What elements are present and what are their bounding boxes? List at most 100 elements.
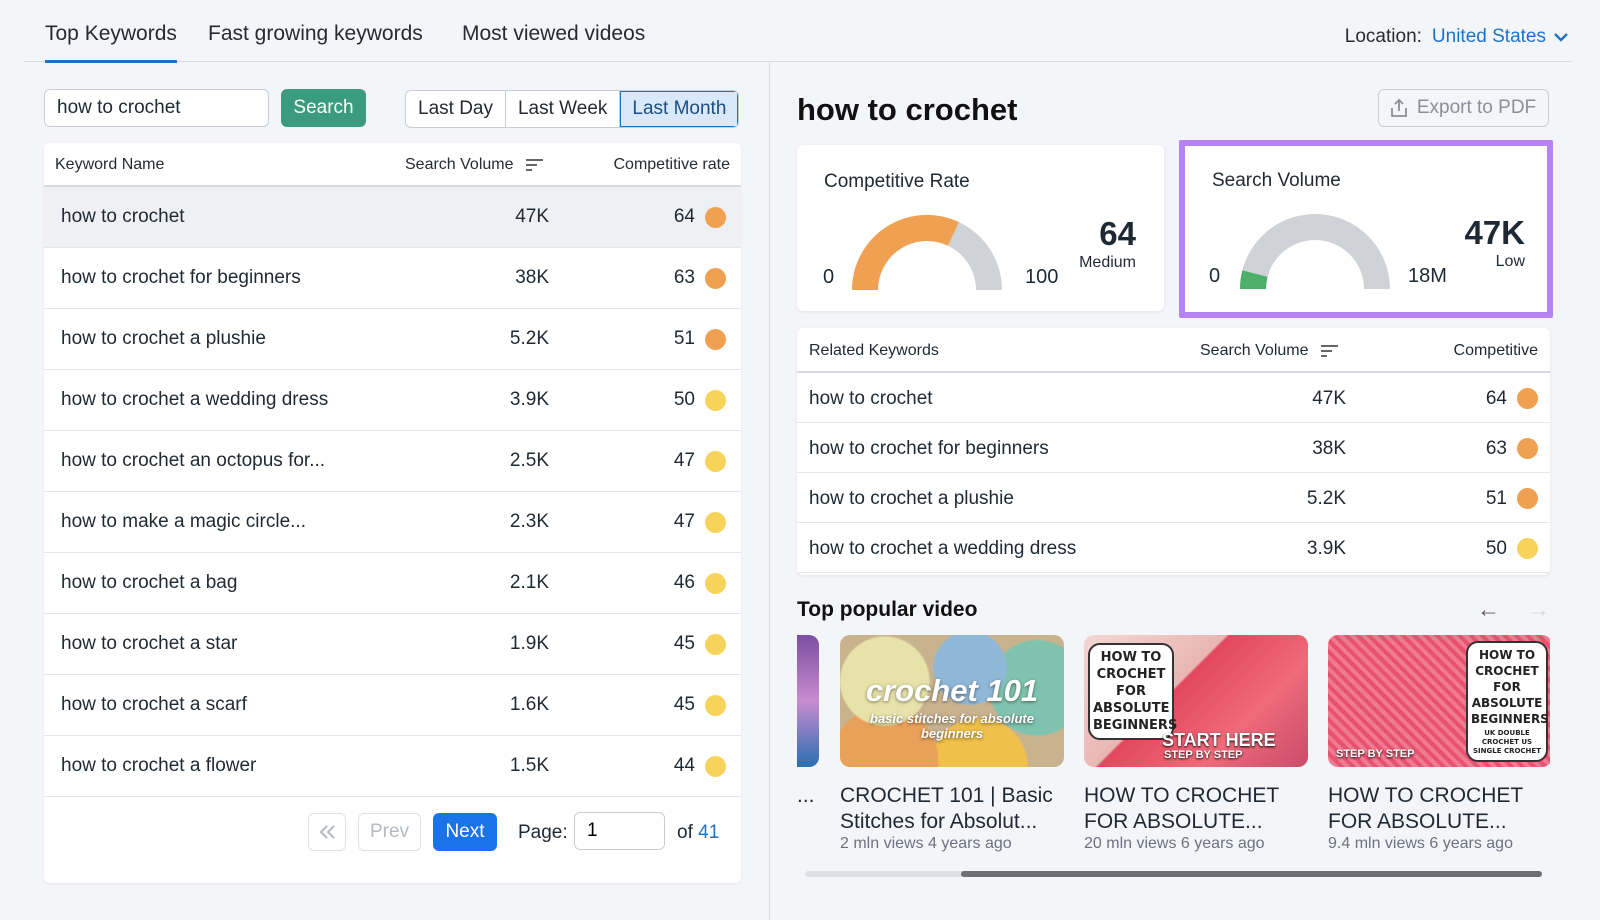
related-volume-header-label: Search Volume bbox=[1200, 342, 1309, 359]
table-row[interactable]: how to crochet a star 1.9K 45 bbox=[44, 614, 741, 675]
location-value: United States bbox=[1431, 26, 1546, 47]
table-row[interactable]: how to crochet a plushie 5.2K 51 bbox=[797, 473, 1550, 523]
related-keywords-table: Related Keywords Search Volume Competiti… bbox=[797, 328, 1550, 575]
period-last-week-button[interactable]: Last Week bbox=[506, 91, 621, 127]
location-dropdown[interactable]: United States bbox=[1432, 26, 1568, 48]
table-row[interactable]: how to crochet a flower 1.5K 44 bbox=[44, 736, 741, 797]
search-volume-value: 47K bbox=[1464, 214, 1525, 251]
related-keyword-rate: 63 bbox=[1485, 438, 1507, 459]
page-of-label: of bbox=[677, 822, 693, 843]
video-thumbnail[interactable]: HOW TO CROCHET FOR ABSOLUTE BEGINNERS ST… bbox=[1084, 635, 1308, 767]
video-title-partial[interactable]: '... bbox=[797, 784, 815, 807]
competition-dot-icon bbox=[705, 451, 726, 472]
double-chevron-left-icon bbox=[319, 825, 335, 839]
total-pages: 41 bbox=[698, 822, 720, 843]
keyword-volume: 5.2K bbox=[509, 328, 549, 349]
chevron-down-icon bbox=[1554, 33, 1568, 42]
table-row[interactable]: how to crochet 47K 64 bbox=[797, 373, 1550, 423]
video-thumbnail[interactable]: crochet 101 basic stitches for absolute … bbox=[840, 635, 1064, 767]
video-title[interactable]: HOW TO CROCHET FOR ABSOLUTE... bbox=[1084, 784, 1279, 833]
tab-fast-growing-keywords[interactable]: Fast growing keywords bbox=[208, 22, 423, 45]
search-input[interactable] bbox=[44, 89, 269, 127]
keyword-volume: 2.5K bbox=[509, 450, 549, 471]
competition-dot-icon bbox=[705, 329, 726, 350]
keyword-name: how to crochet bbox=[61, 206, 185, 227]
keyword-volume: 3.9K bbox=[509, 389, 549, 410]
table-row[interactable]: how to make a magic circle... 2.3K 47 bbox=[44, 492, 741, 553]
table-row[interactable]: how to crochet a wedding dress 3.9K 50 bbox=[797, 523, 1550, 573]
sort-icon[interactable] bbox=[1320, 344, 1338, 358]
related-keyword-name: how to crochet a wedding dress bbox=[809, 538, 1077, 559]
thumbnail-sub-caption: STEP BY STEP bbox=[1164, 749, 1243, 761]
keyword-rate: 64 bbox=[673, 206, 695, 227]
keyword-name: how to crochet a plushie bbox=[61, 328, 266, 349]
page-number-input[interactable] bbox=[574, 812, 665, 850]
period-last-day-button[interactable]: Last Day bbox=[406, 91, 506, 127]
search-volume-title: Search Volume bbox=[1212, 170, 1341, 191]
video-meta: 9.4 mln views 6 years ago bbox=[1328, 835, 1513, 852]
related-volume-header[interactable]: Search Volume bbox=[1200, 342, 1338, 360]
export-pdf-label: Export to PDF bbox=[1416, 97, 1537, 118]
search-volume-header[interactable]: Search Volume bbox=[405, 156, 543, 174]
keyword-volume: 47K bbox=[515, 206, 549, 227]
export-icon bbox=[1390, 99, 1407, 117]
top-popular-video-title: Top popular video bbox=[797, 598, 978, 621]
keyword-name: how to crochet a wedding dress bbox=[61, 389, 329, 410]
tab-top-keywords[interactable]: Top Keywords bbox=[45, 22, 177, 63]
competition-dot-icon bbox=[1517, 538, 1538, 559]
competition-dot-icon bbox=[1517, 388, 1538, 409]
thumbnail-title-text: crochet 101 bbox=[865, 673, 1039, 708]
related-keyword-volume: 5.2K bbox=[1306, 488, 1346, 509]
related-keywords-name-header: Related Keywords bbox=[809, 342, 939, 359]
video-meta: 2 mln views 4 years ago bbox=[840, 835, 1012, 852]
competitive-rate-title: Competitive Rate bbox=[824, 171, 970, 192]
video-carousel: '... crochet 101 basic stitches for abso… bbox=[797, 635, 1550, 855]
period-last-month-button[interactable]: Last Month bbox=[620, 91, 739, 127]
keyword-name-header: Keyword Name bbox=[55, 156, 165, 173]
video-title[interactable]: HOW TO CROCHET FOR ABSOLUTE... bbox=[1328, 784, 1523, 833]
video-thumbnail[interactable] bbox=[797, 635, 819, 767]
carousel-scrollbar[interactable] bbox=[805, 871, 1542, 877]
search-volume-header-label: Search Volume bbox=[405, 156, 514, 173]
keyword-rate: 50 bbox=[673, 389, 695, 410]
arrow-right-icon: → bbox=[1527, 596, 1550, 622]
gauge-track bbox=[1240, 214, 1390, 290]
prev-page-button: Prev bbox=[358, 813, 421, 851]
related-keyword-rate: 50 bbox=[1485, 538, 1507, 559]
carousel-scrollbar-thumb[interactable] bbox=[961, 871, 1542, 877]
table-row[interactable]: how to crochet a wedding dress 3.9K 50 bbox=[44, 370, 741, 431]
search-button[interactable]: Search bbox=[281, 89, 366, 127]
thumbnail-sign-text: HOW TO CROCHET FOR ABSOLUTE BEGINNERS bbox=[1471, 648, 1549, 726]
gauge-fill bbox=[852, 215, 959, 291]
thumbnail-caption: STEP BY STEP bbox=[1336, 748, 1415, 760]
video-title[interactable]: CROCHET 101 | Basic Stitches for Absolut… bbox=[840, 784, 1053, 833]
sort-icon[interactable] bbox=[525, 158, 543, 172]
video-meta: 20 mln views 6 years ago bbox=[1084, 835, 1265, 852]
panel-divider bbox=[769, 62, 770, 920]
next-page-button[interactable]: Next bbox=[433, 813, 497, 851]
related-keyword-volume: 47K bbox=[1312, 388, 1346, 409]
arrow-left-icon[interactable]: ← bbox=[1477, 596, 1500, 622]
page-total: of 41 bbox=[677, 822, 719, 844]
table-row[interactable]: how to crochet a bag 2.1K 46 bbox=[44, 553, 741, 614]
thumbnail-caption: START HERE bbox=[1162, 730, 1276, 750]
table-row[interactable]: how to crochet for beginners 38K 63 bbox=[797, 423, 1550, 473]
pagination: Prev Next Page: of 41 bbox=[44, 789, 741, 883]
table-row[interactable]: how to crochet for beginners 38K 63 bbox=[44, 248, 741, 309]
export-pdf-button[interactable]: Export to PDF bbox=[1378, 89, 1549, 127]
competition-dot-icon bbox=[1517, 488, 1538, 509]
thumbnail-sign-text: HOW TO CROCHET FOR ABSOLUTE BEGINNERS bbox=[1088, 643, 1177, 740]
tab-most-viewed-videos[interactable]: Most viewed videos bbox=[462, 22, 646, 45]
table-row[interactable]: how to crochet 47K 64 bbox=[44, 187, 741, 248]
gauge-min: 0 bbox=[1209, 265, 1221, 287]
keyword-name: how to crochet a scarf bbox=[61, 694, 247, 715]
search-volume-card: Search Volume 0 18M 47K Low bbox=[1179, 140, 1553, 318]
competition-dot-icon bbox=[705, 390, 726, 411]
competition-dot-icon bbox=[1517, 438, 1538, 459]
table-row[interactable]: how to crochet a plushie 5.2K 51 bbox=[44, 309, 741, 370]
table-row[interactable]: how to crochet an octopus for... 2.5K 47 bbox=[44, 431, 741, 492]
video-thumbnail[interactable]: HOW TO CROCHET FOR ABSOLUTE BEGINNERS UK… bbox=[1328, 635, 1550, 767]
competitive-rate-gauge bbox=[852, 215, 1002, 291]
table-row[interactable]: how to crochet a scarf 1.6K 45 bbox=[44, 675, 741, 736]
keyword-volume: 1.5K bbox=[509, 755, 549, 776]
